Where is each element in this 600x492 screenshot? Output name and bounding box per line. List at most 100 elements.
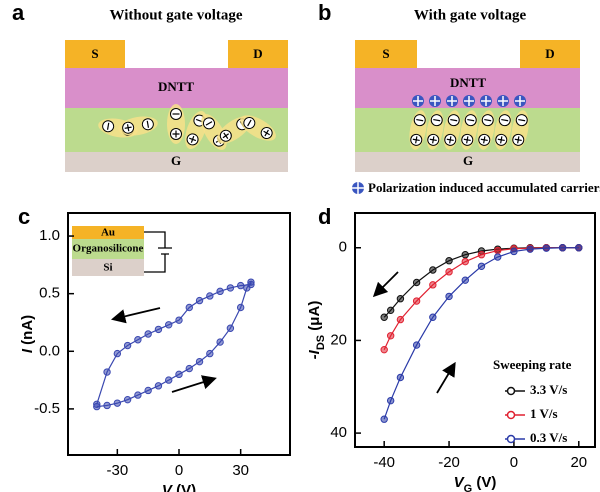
x-tick-label: -40	[373, 454, 395, 471]
data-point	[247, 280, 255, 289]
y-tick-label: -0.5	[34, 400, 60, 417]
data-point	[380, 345, 388, 354]
data-point	[134, 336, 142, 344]
plot-frame	[67, 212, 291, 456]
data-point	[103, 401, 111, 410]
data-point	[185, 364, 193, 373]
data-point	[195, 296, 204, 305]
charge-sign	[146, 120, 150, 128]
dipole	[167, 104, 185, 144]
axis-label-part: G	[464, 483, 473, 492]
y-tick-label: 0.5	[39, 285, 60, 302]
inset-organosilicone	[72, 239, 144, 259]
data-point	[396, 315, 405, 324]
charge-sign	[205, 121, 213, 126]
series-line	[96, 280, 252, 408]
sweep-arrow	[436, 361, 456, 394]
panel-title: Without gate voltage	[109, 7, 242, 23]
source	[65, 40, 125, 68]
y-tick-label: 1.0	[39, 227, 60, 244]
drain	[520, 40, 580, 68]
data-point	[494, 246, 502, 255]
charge-sign	[480, 136, 488, 144]
charge-sign	[124, 124, 132, 132]
inset-au	[72, 226, 144, 239]
semiconductor	[65, 68, 288, 108]
axis-label-part: (nA)	[19, 315, 36, 349]
data-point	[429, 266, 437, 274]
carrier-sign	[430, 96, 440, 106]
panel-label: a	[12, 0, 25, 25]
data-point	[445, 268, 453, 276]
data-point	[144, 330, 152, 338]
axis-label-part: (V)	[472, 474, 496, 491]
data-point	[103, 368, 111, 376]
plot-frame	[354, 212, 596, 448]
data-point	[236, 303, 245, 312]
dipole	[409, 110, 427, 150]
legend-title: Sweeping rate	[493, 357, 572, 372]
gate-label: G	[171, 153, 181, 168]
drain-label: D	[545, 46, 554, 61]
data-point	[575, 244, 583, 252]
semiconductor-label: DNTT	[158, 79, 194, 94]
legend-carrier-sign	[352, 182, 364, 194]
dipole	[443, 110, 461, 150]
data-point	[477, 262, 486, 270]
dipoles	[98, 104, 276, 150]
data-point	[113, 399, 122, 407]
dipole	[460, 110, 478, 150]
inset-label: Organosilicone	[73, 243, 144, 255]
data-point	[477, 251, 486, 259]
data-point	[154, 325, 163, 334]
data-point	[226, 284, 235, 292]
data-point	[542, 244, 551, 252]
panel-label: d	[318, 204, 331, 229]
legend-text: Polarization induced accumulated carrier…	[368, 180, 600, 195]
data-point	[165, 321, 173, 329]
data-point	[216, 338, 224, 346]
data-point	[123, 341, 132, 350]
data-point	[195, 357, 204, 366]
charge-sign	[263, 129, 270, 137]
data-point	[380, 415, 388, 423]
gate-label: G	[463, 153, 473, 168]
data-point	[134, 391, 142, 399]
axis-label: VG (V)	[454, 474, 497, 492]
x-tick-label: 0	[510, 454, 518, 471]
dipole	[240, 115, 276, 141]
axis-label-part: DS	[315, 335, 327, 350]
panel-label: b	[318, 0, 331, 25]
sweep-arrow	[110, 307, 161, 324]
inset-circuit	[144, 231, 172, 273]
charge-sign	[247, 119, 252, 127]
data-point	[510, 247, 518, 256]
inset-label: Si	[103, 262, 112, 274]
source	[355, 40, 417, 68]
charge-sign	[518, 118, 526, 122]
legend-label: 0.3 V/s	[530, 430, 567, 445]
data-point	[526, 245, 534, 253]
semiconductor-label: DNTT	[450, 75, 486, 90]
data-point	[93, 400, 101, 408]
drain	[228, 40, 288, 68]
carrier-sign	[498, 96, 508, 106]
sweep-arrow	[171, 375, 217, 393]
data-point	[396, 373, 405, 382]
legend-marker	[506, 410, 516, 420]
charge-sign	[172, 130, 180, 138]
legend-label: 3.3 V/s	[530, 382, 567, 397]
charge-sign	[467, 118, 475, 122]
data-point	[216, 287, 224, 296]
axis-label: I (nA)	[19, 315, 36, 353]
charge-sign	[222, 132, 230, 139]
charge-sign	[416, 118, 424, 122]
source-label: S	[382, 46, 389, 61]
data-point	[429, 313, 437, 321]
x-tick-label: 0	[175, 462, 183, 479]
data-point	[185, 303, 193, 312]
x-tick-label: 30	[232, 462, 249, 479]
axis-label-part: V	[162, 482, 174, 492]
y-tick-label: 20	[330, 331, 347, 348]
charge-sign	[484, 118, 492, 122]
